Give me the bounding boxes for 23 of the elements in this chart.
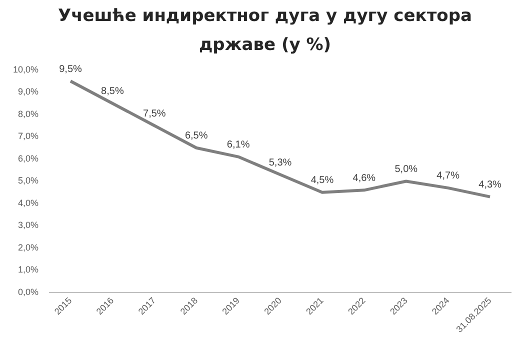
data-label: 8,5%	[101, 86, 124, 98]
data-label: 9,5%	[59, 64, 82, 75]
chart-title: Учешће индиректног дуга у дугу сектора државе (у %)	[56, 5, 473, 57]
data-label: 5,3%	[268, 157, 292, 168]
y-tick-label: 3,0%	[18, 220, 39, 230]
data-label: 6,1%	[226, 140, 250, 151]
data-label: 4,7%	[436, 170, 460, 182]
y-tick-label: 1,0%	[18, 264, 39, 275]
y-tick-label: 6,0%	[18, 153, 39, 164]
y-tick-label: 9,0%	[18, 86, 39, 97]
y-tick-label: 8,0%	[18, 108, 39, 119]
data-label: 4,5%	[310, 175, 334, 186]
data-label: 4,3%	[478, 180, 502, 191]
y-tick-label: 0,0%	[18, 286, 39, 297]
data-label: 7,5%	[143, 108, 166, 120]
y-tick-label: 7,0%	[18, 131, 39, 142]
data-label: 4,6%	[352, 172, 376, 184]
data-label: 6,5%	[184, 130, 208, 142]
y-tick-label: 5,0%	[18, 176, 39, 186]
data-label: 5,0%	[394, 164, 418, 176]
y-tick-label: 2,0%	[18, 242, 39, 252]
y-tick-label: 10,0%	[12, 64, 39, 74]
y-tick-label: 4,0%	[18, 198, 39, 208]
